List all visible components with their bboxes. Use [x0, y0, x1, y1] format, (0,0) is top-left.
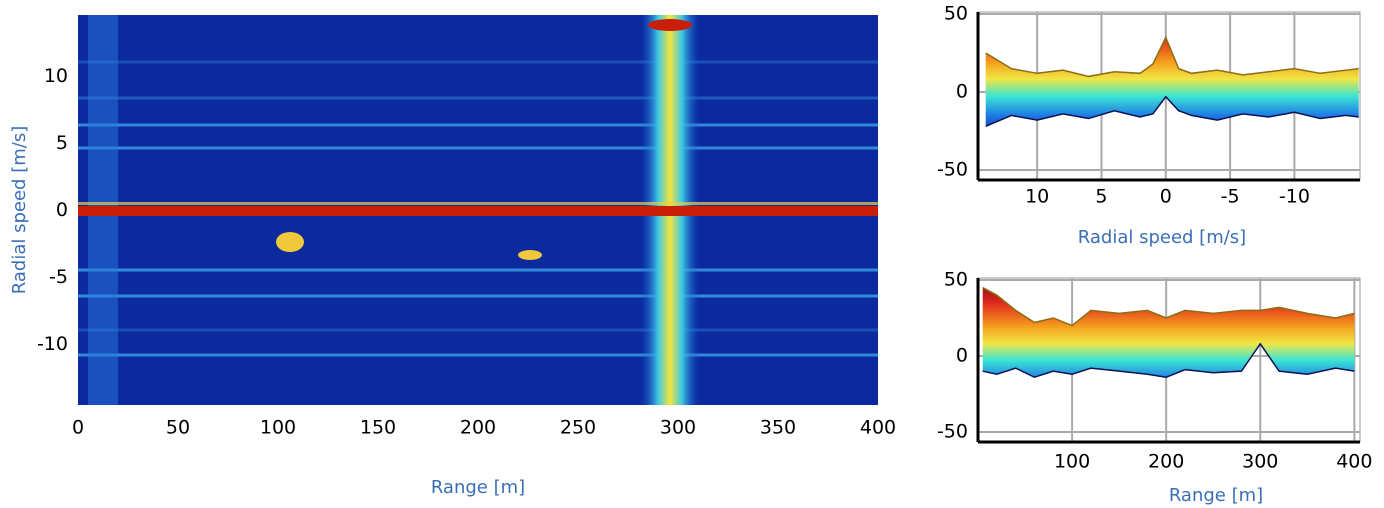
x-axis-title: Range [m] — [431, 477, 525, 498]
x-tick-label: 300 — [1242, 451, 1278, 473]
x-axis-title: Radial speed [m/s] — [1078, 227, 1246, 248]
area-edge — [985, 95, 1359, 128]
surface — [982, 287, 1355, 378]
x-tick-label: 100 — [260, 417, 296, 439]
x-tick-label: 5 — [1095, 186, 1107, 208]
heatmap-image — [78, 15, 878, 405]
x-tick-label: -5 — [1221, 186, 1240, 208]
x-tick-label: 0 — [72, 417, 84, 439]
x-tick-label: 350 — [760, 417, 796, 439]
heatmap-spot — [276, 232, 304, 252]
heatmap-ridge — [78, 202, 878, 205]
x-tick-label: 200 — [1148, 451, 1184, 473]
y-tick-label: 0 — [956, 344, 968, 366]
heatmap-spot — [648, 19, 692, 31]
x-tick-label: 300 — [660, 417, 696, 439]
y-tick-label: 0 — [956, 81, 968, 103]
x-tick-label: 200 — [460, 417, 496, 439]
x-tick-label: 150 — [360, 417, 396, 439]
heatmap-spot — [518, 250, 542, 260]
y-tick-label: -50 — [937, 420, 968, 442]
x-tick-label: 250 — [560, 417, 596, 439]
y-tick-label: 50 — [944, 268, 968, 290]
x-tick-label: 50 — [166, 417, 190, 439]
y-tick-label: -5 — [49, 266, 68, 288]
x-tick-label: 400 — [860, 417, 896, 439]
y-tick-label: 50 — [944, 3, 968, 25]
area-edge — [985, 35, 1359, 78]
x-tick-label: 100 — [1054, 451, 1090, 473]
y-tick-label: 5 — [56, 132, 68, 154]
x-tick-label: 400 — [1336, 451, 1372, 473]
y-axis-title: Radial speed [m/s] — [9, 126, 30, 294]
x-axis-title: Range [m] — [1169, 485, 1263, 506]
area-edge — [982, 342, 1355, 379]
y-tick-label: 0 — [56, 199, 68, 221]
surface — [985, 37, 1359, 127]
area-edge — [982, 286, 1355, 327]
heatmap-ridge — [78, 206, 878, 216]
heatmap-streaks — [78, 60, 878, 357]
y-tick-label: -10 — [37, 333, 68, 355]
x-tick-label: -10 — [1279, 186, 1310, 208]
x-tick-label: 10 — [1025, 186, 1049, 208]
x-tick-label: 0 — [1160, 186, 1172, 208]
y-tick-label: 10 — [44, 65, 68, 87]
y-tick-label: -50 — [937, 159, 968, 181]
